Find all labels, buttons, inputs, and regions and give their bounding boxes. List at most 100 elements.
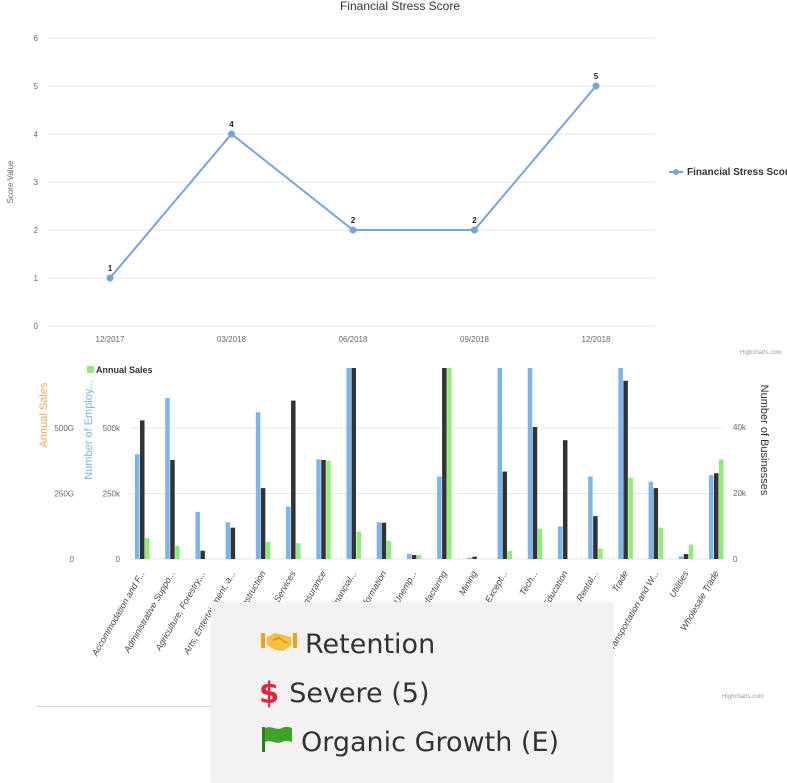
bar-chart-bar[interactable] bbox=[467, 557, 472, 559]
line-chart-point[interactable] bbox=[349, 226, 357, 234]
growth-label: Organic Growth (E) bbox=[301, 726, 560, 758]
line-chart-data-label: 1 bbox=[108, 264, 113, 273]
bar-chart-bar[interactable] bbox=[598, 548, 603, 559]
line-chart-y-axis-label: Score Value bbox=[6, 160, 15, 204]
bar-chart-right-tick: 0 bbox=[733, 555, 738, 564]
bar-chart-bar[interactable] bbox=[296, 543, 301, 559]
bar-chart-left-inner-tick: 500k bbox=[103, 424, 121, 433]
risk-summary-popup bbox=[211, 602, 613, 783]
bar-chart-bar[interactable] bbox=[165, 397, 170, 559]
bar-chart-bar[interactable] bbox=[381, 522, 387, 559]
bar-chart-bar[interactable] bbox=[386, 540, 392, 559]
line-chart-point[interactable] bbox=[592, 82, 600, 90]
bar-chart-left-inner-axis-label: Number of Employ... bbox=[83, 380, 95, 479]
line-chart-point[interactable] bbox=[106, 274, 114, 282]
line-chart-data-label: 2 bbox=[351, 216, 356, 225]
line-chart-x-tick-label: 09/2018 bbox=[460, 335, 489, 344]
bar-chart-x-label: Rental... bbox=[574, 569, 599, 603]
bar-chart-left-outer-axis-label: Annual Sales bbox=[38, 382, 50, 447]
growth-item: Organic Growth (E) bbox=[259, 722, 559, 762]
bar-chart-bar[interactable] bbox=[140, 420, 145, 559]
bar-chart-bar[interactable] bbox=[291, 400, 296, 559]
bar-chart-bar[interactable] bbox=[527, 368, 533, 559]
line-chart-x-tick-label: 06/2018 bbox=[339, 335, 368, 344]
bar-chart-bar[interactable] bbox=[714, 473, 719, 559]
bar-chart-left-outer-tick: 0 bbox=[70, 555, 75, 564]
bar-chart-bar[interactable] bbox=[145, 538, 150, 559]
bar-chart-bar[interactable] bbox=[502, 471, 508, 559]
bar-chart-bar[interactable] bbox=[653, 488, 659, 559]
line-chart-data-label: 2 bbox=[472, 216, 477, 225]
bar-chart-bar[interactable] bbox=[411, 555, 417, 559]
bar-chart-bar[interactable] bbox=[628, 477, 633, 559]
bar-chart-bar[interactable] bbox=[648, 481, 654, 559]
bar-chart-legend-label[interactable]: Annual Sales bbox=[96, 365, 153, 375]
bar-chart-bar[interactable] bbox=[265, 541, 271, 559]
bar-chart-bar[interactable] bbox=[537, 528, 543, 559]
bar-chart-credit[interactable]: Highcharts.com bbox=[722, 694, 764, 700]
bar-chart-bar[interactable] bbox=[200, 550, 205, 559]
bar-chart-bar[interactable] bbox=[623, 380, 628, 559]
bar-chart-bar[interactable] bbox=[532, 427, 538, 559]
bar-chart-bar[interactable] bbox=[376, 522, 382, 559]
line-chart-x-ticks: 12/2017 03/2018 06/2018 09/2018 12/2018 bbox=[96, 335, 611, 344]
bar-chart-bar[interactable] bbox=[406, 553, 412, 559]
bar-chart-bar[interactable] bbox=[472, 556, 477, 559]
bar-chart-right-tick: 40k bbox=[733, 423, 747, 432]
bar-chart-bar[interactable] bbox=[175, 545, 180, 559]
bar-chart-bar[interactable] bbox=[260, 488, 266, 559]
bar-chart-bar[interactable] bbox=[709, 475, 714, 559]
bar-chart-bar[interactable] bbox=[255, 412, 261, 559]
line-chart-point[interactable] bbox=[228, 130, 235, 138]
line-chart-y-tick-label: 1 bbox=[34, 274, 39, 283]
bar-chart-bar[interactable] bbox=[437, 476, 442, 559]
bar-chart-bar[interactable] bbox=[170, 460, 175, 559]
retention-label: Retention bbox=[305, 628, 436, 660]
line-chart-x-tick-label: 03/2018 bbox=[217, 335, 246, 344]
bar-chart-bar[interactable] bbox=[497, 368, 503, 559]
bar-chart-bar[interactable] bbox=[678, 556, 684, 559]
bar-chart-bar[interactable] bbox=[688, 544, 694, 559]
bar-chart-x-label: Unemp... bbox=[392, 569, 419, 606]
bar-chart-bar[interactable] bbox=[507, 551, 513, 559]
bar-chart-bar[interactable] bbox=[683, 554, 689, 559]
bar-chart-right-axis-label: Number of Businesses bbox=[758, 385, 770, 496]
bar-chart-bar[interactable] bbox=[356, 531, 361, 559]
line-chart-legend[interactable]: Financial Stress Scores bbox=[669, 167, 787, 178]
bar-chart-bar[interactable] bbox=[416, 555, 422, 559]
bar-chart-bar[interactable] bbox=[442, 368, 447, 559]
bar-chart-bar[interactable] bbox=[321, 460, 326, 559]
bar-chart-right-tick: 20k bbox=[733, 489, 747, 498]
line-chart-point[interactable] bbox=[471, 226, 478, 234]
line-chart: Financial Stress Score 0 1 2 3 4 5 6 12/2017 03… bbox=[6, 0, 787, 356]
bar-chart-bar[interactable] bbox=[316, 459, 321, 559]
bar-chart-bar[interactable] bbox=[286, 506, 291, 559]
bar-chart-bar[interactable] bbox=[195, 511, 200, 559]
line-chart-legend-label[interactable]: Financial Stress Scores bbox=[687, 167, 787, 178]
line-chart-y-tick-label: 0 bbox=[34, 322, 39, 331]
bar-chart-bar[interactable] bbox=[326, 460, 331, 559]
bar-chart-bar[interactable] bbox=[135, 454, 140, 559]
bar-chart-bar[interactable] bbox=[557, 526, 563, 559]
bar-chart-bar[interactable] bbox=[588, 476, 593, 559]
bar-chart-bar[interactable] bbox=[346, 368, 351, 559]
bar-chart-bar[interactable] bbox=[719, 459, 724, 559]
bar-chart-bar[interactable] bbox=[230, 527, 236, 559]
bar-chart-left-inner-tick: 250k bbox=[103, 490, 121, 499]
bar-chart-bar[interactable] bbox=[447, 368, 452, 559]
bar-chart-bar[interactable] bbox=[618, 368, 623, 559]
bar-chart-x-label: Trade bbox=[610, 569, 630, 594]
bar-chart-legend[interactable]: Annual Sales bbox=[87, 365, 153, 375]
flag-icon bbox=[259, 724, 295, 761]
bar-chart-bar[interactable] bbox=[593, 516, 598, 559]
line-chart-gridlines bbox=[48, 37, 655, 327]
bar-chart-x-label: Mining bbox=[457, 569, 479, 597]
bar-chart-bar[interactable] bbox=[658, 527, 664, 559]
bar-chart-bar[interactable] bbox=[562, 440, 568, 559]
bar-chart-bar[interactable] bbox=[351, 368, 356, 559]
line-chart-x-tick-label: 12/2017 bbox=[96, 335, 125, 344]
line-chart-y-ticks: 0 1 2 3 4 5 6 bbox=[34, 34, 39, 331]
line-chart-credit[interactable]: Highcharts.com bbox=[740, 350, 782, 356]
bar-chart-bar[interactable] bbox=[225, 522, 231, 559]
line-chart-data-label: 4 bbox=[229, 120, 234, 129]
